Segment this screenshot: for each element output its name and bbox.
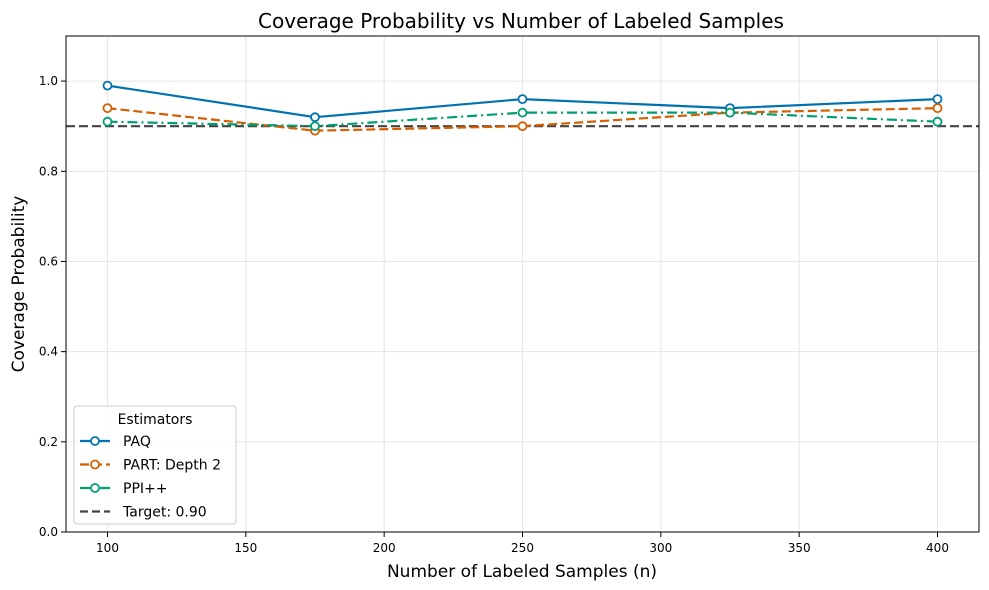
data-point-part-depth-2: [102, 103, 113, 114]
legend-marker-part-depth-2: [90, 459, 100, 470]
legend-marker-paq: [90, 436, 100, 446]
series-layer: [102, 80, 943, 136]
y-axis: 0.0 0.2 0.4 0.6 0.8 1.0: [39, 74, 66, 539]
data-point-paq: [517, 94, 528, 105]
data-point-paq: [102, 80, 113, 91]
y-tick-label: 1.0: [39, 74, 58, 88]
data-point-ppi: [517, 107, 528, 118]
x-tick-label: 300: [649, 541, 672, 555]
x-tick-label: 250: [511, 541, 534, 555]
data-point-ppi: [310, 121, 320, 132]
x-tick-label: 150: [234, 541, 257, 555]
y-axis-title: Coverage Probability: [9, 196, 29, 373]
data-point-part-depth-2: [932, 103, 943, 114]
y-tick-label: 0.4: [39, 345, 58, 359]
legend-label-paq: PAQ: [123, 434, 151, 450]
x-tick-label: 100: [96, 541, 119, 555]
x-tick-label: 400: [926, 541, 949, 555]
x-axis: 100 150 200 250 300 350 400: [96, 532, 949, 555]
data-point-ppi: [102, 116, 113, 127]
y-tick-label: 0.8: [39, 164, 58, 178]
legend-label-target-0-90: Target: 0.90: [122, 505, 207, 521]
data-point-ppi: [725, 107, 735, 118]
x-tick-label: 350: [788, 541, 811, 555]
y-tick-label: 0.6: [39, 254, 58, 268]
chart-title: Coverage Probability vs Number of Labele…: [258, 9, 784, 33]
data-point-paq: [932, 94, 943, 105]
legend-label-ppi: PPI++: [123, 481, 167, 497]
legend-title: Estimators: [118, 412, 193, 428]
legend-marker-ppi: [90, 483, 100, 493]
legend-entries: PAQ PART: Depth 2 PPI++ Target: 0.90: [80, 434, 221, 521]
y-tick-label: 0.2: [39, 435, 58, 449]
legend: Estimators PAQ PART: Depth 2 PPI++ Target: …: [73, 405, 237, 525]
data-point-ppi: [932, 116, 943, 127]
y-tick-label: 0.0: [39, 525, 58, 539]
x-tick-label: 200: [373, 541, 396, 555]
x-axis-title: Number of Labeled Samples (n): [387, 562, 657, 582]
legend-label-part-depth-2: PART: Depth 2: [123, 458, 221, 474]
legend-box: [73, 405, 237, 525]
data-point-part-depth-2: [517, 121, 528, 132]
data-point-paq: [310, 112, 320, 123]
